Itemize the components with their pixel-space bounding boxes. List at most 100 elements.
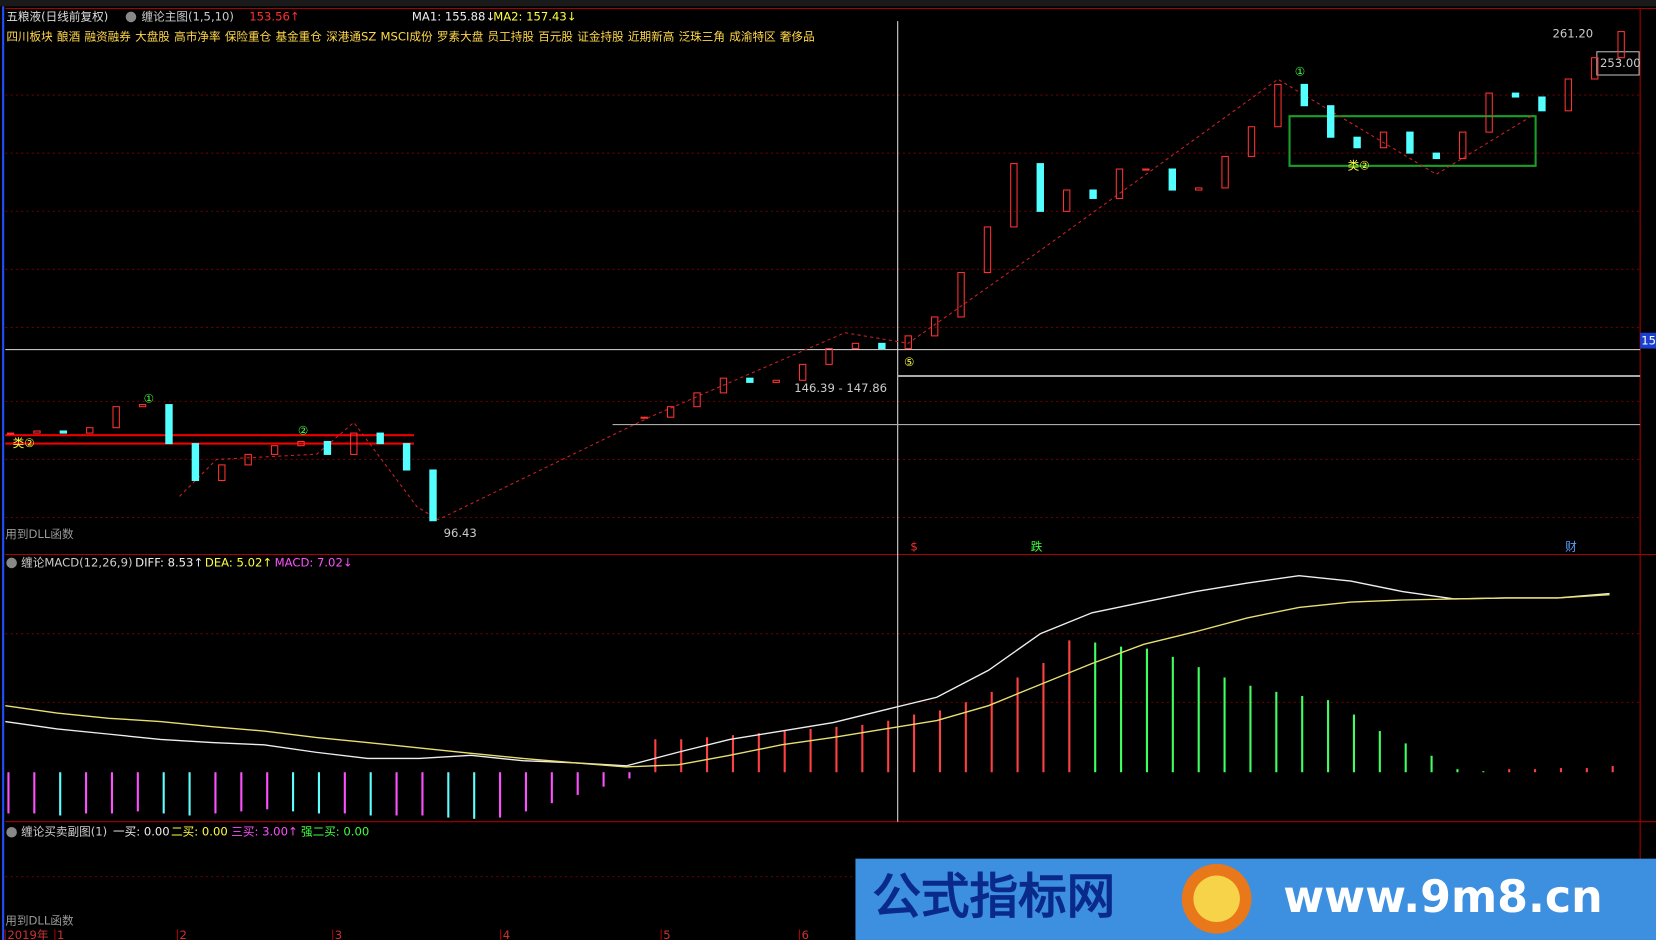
icon xyxy=(6,557,17,569)
candle xyxy=(772,379,780,383)
candle xyxy=(851,342,860,349)
zone-box xyxy=(1288,115,1537,167)
signal-marker: ① xyxy=(144,392,154,406)
candle xyxy=(666,406,675,418)
signal-label: 三买: 3.00↑ xyxy=(231,825,297,839)
tag: 近期新高 xyxy=(628,29,674,43)
cursor-box xyxy=(1640,332,1656,349)
candle xyxy=(402,443,411,471)
indicator-name: 缠论主图(1,5,10) xyxy=(142,9,234,23)
candle xyxy=(719,377,728,394)
candle xyxy=(825,347,833,365)
candle xyxy=(1459,131,1467,160)
event-marker: 跌 xyxy=(1031,540,1043,554)
cursor-label: 15 xyxy=(1641,334,1656,348)
tag: 泛珠三角 xyxy=(679,29,725,43)
candle xyxy=(1432,152,1441,160)
tag: 融资融券 xyxy=(84,29,131,43)
signal-label: 二买: 0.00 xyxy=(171,825,228,839)
candle xyxy=(86,427,94,434)
signal-marker: ⑤ xyxy=(904,355,914,369)
candle xyxy=(1274,83,1282,128)
candle xyxy=(33,430,41,434)
candle xyxy=(878,342,886,349)
signal-label: 强二买: 0.00 xyxy=(301,825,369,839)
candle xyxy=(983,226,992,274)
signal-marker: ① xyxy=(1295,64,1305,78)
signal-label: 一买: 0.00 xyxy=(113,825,170,839)
candle xyxy=(930,316,939,337)
trend-lines xyxy=(179,78,1532,521)
tag: 大盘股 xyxy=(135,29,170,43)
candle xyxy=(1221,155,1229,189)
candle xyxy=(1247,126,1256,157)
time-label: 6 xyxy=(802,928,809,940)
tag: 深港通SZ xyxy=(326,29,376,43)
tag: 罗素大盘 xyxy=(437,29,484,43)
candle xyxy=(746,377,754,383)
candle xyxy=(191,443,200,482)
time-label: 1 xyxy=(57,928,64,940)
candle xyxy=(1195,187,1203,191)
candle xyxy=(1591,57,1599,80)
candle xyxy=(138,404,147,408)
candle xyxy=(270,445,279,455)
event-marker: $ xyxy=(910,540,917,554)
candle xyxy=(1511,92,1520,98)
candle xyxy=(297,440,305,447)
dea-label: DEA: 5.02↑ xyxy=(205,555,272,569)
dll-note: 用到DLL函数 xyxy=(5,527,74,541)
tag: 基金重仓 xyxy=(275,29,322,43)
zone-lines xyxy=(5,434,414,445)
stock-name: 五粮液(日线前复权) xyxy=(6,9,108,23)
candle xyxy=(218,464,226,482)
icon xyxy=(6,826,17,838)
candle xyxy=(1168,168,1176,191)
watermark-name: 公式指标网 xyxy=(872,869,1115,925)
candle xyxy=(1617,31,1625,59)
tag: 高市净率 xyxy=(174,29,221,43)
candle xyxy=(1485,92,1493,133)
signal-marker: 类② xyxy=(13,436,35,450)
indicator-name: 缠论买卖副图(1) xyxy=(21,825,107,839)
candle xyxy=(904,335,912,349)
candle xyxy=(798,363,807,381)
tag: 证金持股 xyxy=(577,29,624,43)
watermark-banner xyxy=(855,858,1656,940)
signal-marker: ② xyxy=(298,423,308,437)
candle xyxy=(1406,131,1414,154)
ma-label: MA2: 157.43↓ xyxy=(493,9,576,23)
menu-bar xyxy=(0,0,1656,7)
tag: MSCI成份 xyxy=(381,29,434,43)
diff-label: DIFF: 8.53↑ xyxy=(135,555,203,569)
candle xyxy=(640,416,648,419)
dea-line xyxy=(5,593,1610,768)
candle xyxy=(323,440,332,455)
candle xyxy=(1142,168,1150,171)
candle xyxy=(244,453,252,466)
tag: 保险重仓 xyxy=(225,29,272,43)
candle xyxy=(350,432,358,455)
candle xyxy=(1036,163,1044,212)
watermark-url: www.9m8.cn xyxy=(1283,872,1603,923)
candle xyxy=(6,432,15,435)
candle xyxy=(1564,78,1573,112)
crosshair xyxy=(5,21,1641,822)
candle xyxy=(1062,189,1071,212)
time-label: 2019年 xyxy=(7,928,49,940)
price-label: 96.43 xyxy=(444,526,477,540)
dll-note: 用到DLL函数 xyxy=(5,913,74,927)
price-label: 261.20 xyxy=(1553,26,1594,40)
price-label: 146.39 - 147.86 xyxy=(794,381,887,395)
candle xyxy=(957,272,965,318)
candle xyxy=(376,432,384,445)
tag: 成渝特区 xyxy=(729,29,776,43)
price-grid xyxy=(5,94,1641,878)
diff-line xyxy=(5,574,1610,767)
candle xyxy=(1353,136,1361,149)
indicator-name: 缠论MACD(12,26,9) xyxy=(21,555,132,569)
candle xyxy=(1115,168,1124,199)
